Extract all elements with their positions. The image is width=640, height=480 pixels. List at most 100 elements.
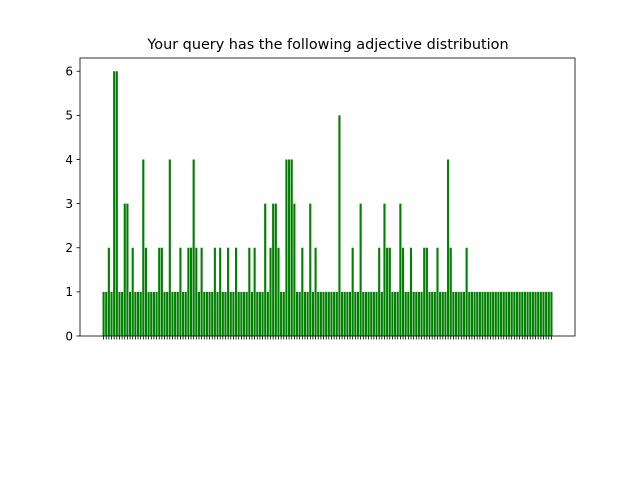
bar bbox=[205, 291, 208, 336]
bar bbox=[237, 291, 240, 336]
y-tick-label: 0 bbox=[65, 329, 73, 343]
bar bbox=[518, 291, 521, 336]
y-tick-label: 4 bbox=[65, 153, 73, 167]
bar bbox=[505, 291, 508, 336]
bar bbox=[232, 291, 235, 336]
bar bbox=[481, 291, 484, 336]
plot-area: 0 1 2 3 4 5 6 bbox=[65, 57, 576, 343]
bar bbox=[163, 291, 166, 336]
bar bbox=[301, 247, 304, 336]
bar bbox=[168, 159, 171, 336]
bar bbox=[433, 291, 436, 336]
bar bbox=[327, 291, 330, 336]
bar bbox=[431, 291, 434, 336]
bar bbox=[242, 291, 246, 336]
bar bbox=[510, 291, 513, 336]
bar bbox=[229, 291, 232, 336]
bar bbox=[176, 291, 179, 336]
bar bbox=[367, 291, 370, 336]
bar bbox=[213, 247, 216, 336]
bar bbox=[362, 291, 365, 336]
bar bbox=[314, 247, 317, 336]
bar bbox=[356, 291, 360, 336]
bar bbox=[521, 291, 524, 336]
bar bbox=[494, 291, 497, 336]
bar bbox=[248, 247, 251, 336]
bar bbox=[492, 291, 495, 336]
bar bbox=[348, 291, 352, 336]
bar bbox=[144, 247, 148, 336]
bar bbox=[123, 203, 126, 336]
bar bbox=[364, 291, 367, 336]
bar bbox=[489, 291, 492, 336]
bar bbox=[415, 291, 418, 336]
bar bbox=[515, 291, 519, 336]
bar bbox=[380, 291, 383, 336]
bar bbox=[359, 203, 362, 336]
bar bbox=[277, 247, 280, 336]
bar bbox=[478, 291, 481, 336]
bar bbox=[280, 291, 283, 336]
bar bbox=[282, 291, 285, 336]
bar bbox=[134, 291, 137, 336]
bar bbox=[425, 247, 428, 336]
chart-title: Your query has the following adjective d… bbox=[146, 37, 508, 53]
bar bbox=[110, 291, 113, 336]
bar bbox=[187, 247, 190, 336]
bar bbox=[335, 291, 338, 336]
bar bbox=[417, 291, 420, 336]
bar bbox=[370, 291, 373, 336]
bar bbox=[295, 291, 299, 336]
bar bbox=[407, 291, 410, 336]
bar bbox=[155, 291, 158, 336]
bar bbox=[470, 291, 473, 336]
bar bbox=[513, 291, 516, 336]
bar bbox=[409, 247, 413, 336]
bar bbox=[484, 291, 487, 336]
bar bbox=[126, 203, 129, 336]
bar bbox=[447, 159, 450, 336]
bar bbox=[486, 291, 489, 336]
bar bbox=[460, 291, 463, 336]
bar bbox=[420, 291, 423, 336]
bar bbox=[497, 291, 500, 336]
bar bbox=[449, 247, 452, 336]
bar bbox=[545, 291, 548, 336]
bar bbox=[195, 247, 198, 336]
bar bbox=[507, 291, 511, 336]
bar bbox=[462, 291, 466, 336]
bar bbox=[105, 291, 108, 336]
bar bbox=[118, 291, 121, 336]
bar bbox=[529, 291, 532, 336]
bar bbox=[224, 291, 227, 336]
bar bbox=[441, 291, 444, 336]
bar bbox=[547, 291, 550, 336]
bar bbox=[208, 291, 211, 336]
bar bbox=[274, 203, 277, 336]
bar bbox=[227, 247, 230, 336]
bar bbox=[534, 291, 537, 336]
bar bbox=[179, 247, 182, 336]
bar bbox=[272, 203, 275, 336]
bar bbox=[550, 291, 553, 336]
bar bbox=[526, 291, 529, 336]
bar bbox=[317, 291, 320, 336]
bar bbox=[171, 291, 174, 336]
bar bbox=[264, 203, 267, 336]
bar bbox=[303, 291, 307, 336]
bar bbox=[372, 291, 375, 336]
bar bbox=[473, 291, 476, 336]
bar bbox=[399, 203, 402, 336]
bar bbox=[378, 247, 381, 336]
bar bbox=[256, 291, 259, 336]
bar bbox=[150, 291, 153, 336]
bar bbox=[542, 291, 545, 336]
bar bbox=[298, 291, 301, 336]
bar bbox=[131, 247, 134, 336]
bar bbox=[396, 291, 399, 336]
bar bbox=[235, 247, 238, 336]
bar bbox=[537, 291, 540, 336]
bar bbox=[115, 71, 118, 336]
bar bbox=[404, 291, 407, 336]
